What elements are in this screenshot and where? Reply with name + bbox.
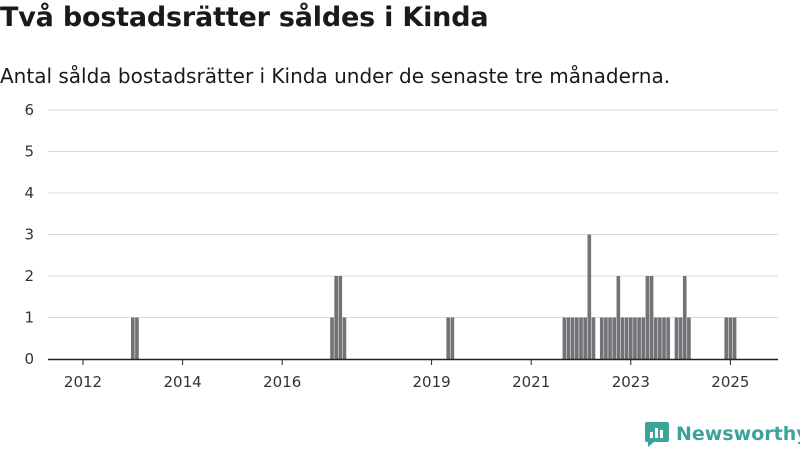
bar [579,317,583,359]
bar [649,276,654,359]
bar [450,317,455,359]
bar [604,317,608,359]
bar [342,317,347,359]
x-tick-label: 2016 [263,373,301,391]
chart-title: Två bostadsrätter såldes i Kinda [0,2,489,33]
bar [608,317,612,359]
newsworthy-logo: Newsworthy [644,420,800,448]
bar [687,317,691,359]
bar [583,317,587,359]
bar [338,276,343,359]
x-tick-label: 2021 [512,373,550,391]
axes [48,358,778,365]
bars [130,234,737,359]
bar [562,317,567,359]
bar [641,317,646,359]
bar [682,276,687,359]
bar [330,317,334,359]
bar [633,317,637,359]
bar [658,317,662,359]
y-tick-label: 2 [24,267,34,285]
bar [628,317,633,359]
bar [135,317,139,359]
y-tick-label: 3 [24,226,34,244]
bar [570,317,575,359]
bar [130,317,135,359]
bar-chart: 012345622012201420162019202120232025 [24,101,778,391]
bar [732,317,737,359]
bar [674,317,679,359]
bar [662,317,666,359]
bar [666,317,670,359]
bar [637,317,641,359]
bar [566,317,571,359]
bar [724,317,729,359]
bar [645,276,650,359]
logo-text: Newsworthy [676,423,800,445]
bar [334,276,338,359]
bar [728,317,733,359]
x-tick-label: 2019 [413,373,451,391]
y-tick-label: 1 [24,309,34,327]
chart-subtitle: Antal sålda bostadsrätter i Kinda under … [0,64,671,88]
bar [575,317,579,359]
bar [591,317,596,359]
newsworthy-logo-icon [645,422,669,447]
y-tick-label: 5 [24,143,34,161]
y-tick-label: 4 [24,184,34,202]
bar [612,317,617,359]
bar [599,317,604,359]
bar [446,317,451,359]
x-tick-label: 2023 [612,373,650,391]
x-tick-label: 2025 [711,373,749,391]
bar [616,276,621,359]
tick-labels: 012345622012201420162019202120232025 [24,101,749,391]
bar [678,317,683,359]
bar [653,317,658,359]
x-tick-label: 2012 [64,373,102,391]
bar [620,317,625,359]
bar [624,317,629,359]
y-tick-label: 6 [24,101,34,119]
y-tick-label: 0 [24,350,34,368]
bar [587,234,592,359]
x-tick-label: 2014 [164,373,202,391]
gridlines [48,109,778,318]
